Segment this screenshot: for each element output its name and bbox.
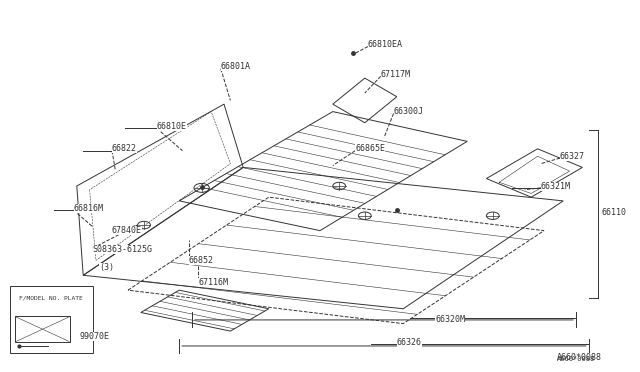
Text: 66810EA: 66810EA xyxy=(368,40,403,49)
Text: 66816M: 66816M xyxy=(74,204,104,213)
Text: 66327: 66327 xyxy=(560,152,585,161)
Text: 66326: 66326 xyxy=(397,338,422,347)
Text: 66852: 66852 xyxy=(189,256,214,265)
Text: 66865E: 66865E xyxy=(355,144,385,153)
Text: 66320M: 66320M xyxy=(435,315,465,324)
Text: 66300J: 66300J xyxy=(394,107,424,116)
Text: A660*0088: A660*0088 xyxy=(557,353,602,362)
Text: 66321M: 66321M xyxy=(541,182,571,190)
Text: 67117M: 67117M xyxy=(381,70,411,79)
Text: 67116M: 67116M xyxy=(198,278,228,287)
Text: (3): (3) xyxy=(99,263,114,272)
Text: A660*0088: A660*0088 xyxy=(557,356,595,362)
Text: 99070E: 99070E xyxy=(80,332,110,341)
Text: S08363-6125G: S08363-6125G xyxy=(93,245,153,254)
Text: 67840E: 67840E xyxy=(112,226,142,235)
Text: 66801A: 66801A xyxy=(221,62,251,71)
Text: 66810E: 66810E xyxy=(157,122,187,131)
Text: 66110: 66110 xyxy=(602,208,627,217)
Text: F/MODEL NO. PLATE: F/MODEL NO. PLATE xyxy=(19,296,83,301)
Text: 66822: 66822 xyxy=(112,144,137,153)
